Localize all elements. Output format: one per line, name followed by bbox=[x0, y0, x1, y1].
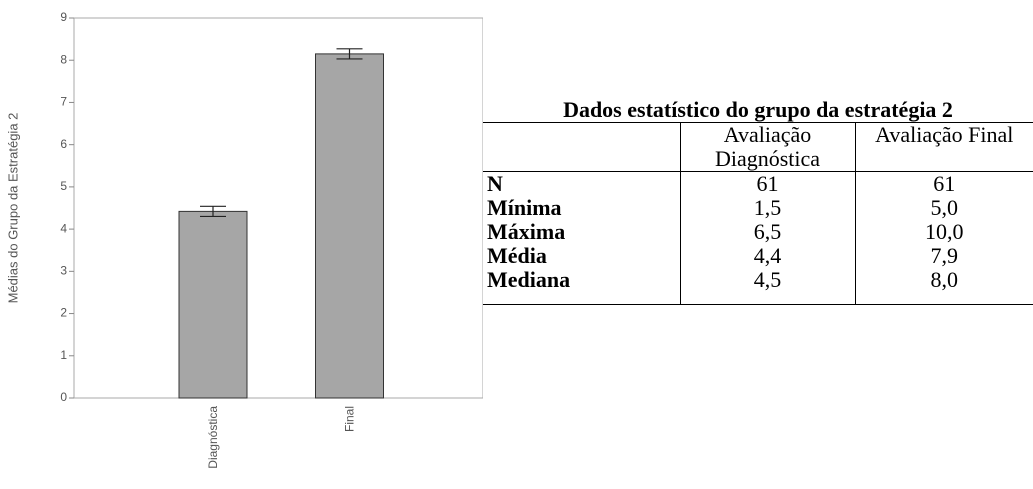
row-label: N bbox=[487, 171, 503, 196]
corner-cell bbox=[483, 122, 680, 172]
table-row: Mínima 1,5 5,0 bbox=[483, 196, 1033, 220]
y-tick-label: 5 bbox=[60, 179, 67, 193]
chart: Médias do Grupo da Estratégia 2 0 1 2 3 4 5 6 7… bbox=[5, 10, 484, 469]
stats-table: Dados estatístico do grupo da estratégia… bbox=[483, 98, 1033, 305]
table-cell: 4,4 bbox=[679, 244, 855, 268]
error-bar bbox=[200, 205, 226, 218]
bar bbox=[178, 210, 248, 399]
x-tick-label: Final bbox=[343, 406, 357, 432]
y-tick-label: 9 bbox=[60, 10, 67, 24]
table-row: N 61 61 bbox=[483, 171, 1033, 196]
bar bbox=[315, 53, 384, 399]
row-label: Média bbox=[487, 243, 547, 268]
header-cell: Avaliação Diagnóstica bbox=[679, 122, 855, 172]
table-cell: 10,0 bbox=[854, 220, 1033, 244]
row-label: Mínima bbox=[487, 195, 562, 220]
table-cell: 1,5 bbox=[679, 196, 855, 220]
table: Avaliação Diagnóstica Avaliação Final N 6… bbox=[483, 122, 1033, 305]
table-row: Máxima 6,5 10,0 bbox=[483, 220, 1033, 244]
table-cell: 5,0 bbox=[854, 196, 1033, 220]
y-tick-label: 0 bbox=[60, 390, 67, 404]
error-bar bbox=[336, 48, 363, 60]
y-tick-label: 6 bbox=[60, 137, 67, 151]
table-cell: 7,9 bbox=[854, 244, 1033, 268]
header-cell: Avaliação Final bbox=[854, 122, 1033, 172]
table-row: Média 4,4 7,9 bbox=[483, 244, 1033, 268]
row-label: Mediana bbox=[487, 267, 571, 292]
table-cell: 61 bbox=[679, 171, 855, 196]
y-tick-label: 1 bbox=[60, 348, 67, 362]
table-cell: 61 bbox=[854, 171, 1033, 196]
table-title: Dados estatístico do grupo da estratégia… bbox=[563, 97, 953, 122]
row-label: Máxima bbox=[487, 219, 566, 244]
y-axis-label: Médias do Grupo da Estratégia 2 bbox=[5, 113, 20, 304]
table-cell: 8,0 bbox=[854, 268, 1033, 305]
y-tick-label: 3 bbox=[60, 264, 67, 278]
table-cell: 4,5 bbox=[679, 268, 855, 305]
y-tick-label: 4 bbox=[60, 221, 67, 235]
header-row: Avaliação Diagnóstica Avaliação Final bbox=[483, 122, 1033, 172]
y-tick-label: 8 bbox=[60, 52, 67, 66]
table-cell: 6,5 bbox=[679, 220, 855, 244]
plot-frame bbox=[73, 17, 484, 399]
table-row: Mediana 4,5 8,0 bbox=[483, 268, 1033, 305]
y-tick-label: 2 bbox=[60, 306, 67, 320]
y-tick-label: 7 bbox=[60, 95, 67, 109]
x-tick-label: Diagnóstica bbox=[206, 406, 220, 469]
